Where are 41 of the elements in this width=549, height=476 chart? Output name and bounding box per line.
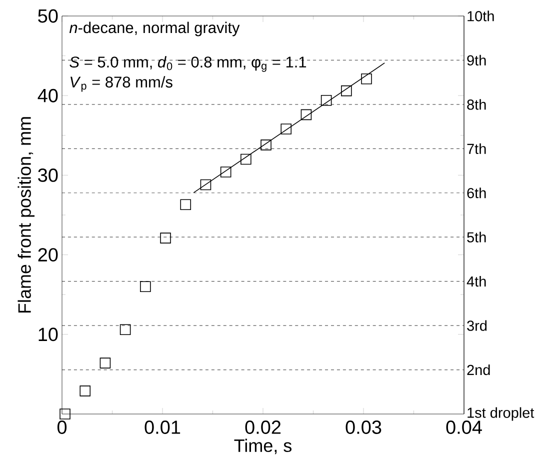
annotation: n-decane, normal gravity [69,22,240,36]
point [361,73,372,84]
y2-tick-label: 5th [467,232,486,242]
annotation: V$_{p}$ = 878 mm/s [70,76,172,92]
y2-tick-label: 9th [467,54,486,66]
y-tick-label: 50 [38,9,58,23]
x-tick-label: 0.02 [245,420,281,434]
y2-tick-label: 8th [467,99,486,110]
point [341,85,352,96]
y-tick-label: 10 [38,328,58,342]
point [300,109,312,120]
point [220,166,232,178]
x-tick-label: 0.03 [346,420,382,434]
point [200,179,212,190]
x-tick-label: 0.04 [446,420,482,434]
y2-tick-label: 7th [467,143,486,154]
x-tick-label: 0 [57,420,67,434]
y2-tick-label: 6th [467,188,486,198]
y2-tick-label: 1st droplet [468,407,534,421]
point [140,281,151,292]
x-axis-title: Time, s [234,438,292,454]
point [60,408,70,420]
y2-tick-label: 3rd [467,320,487,331]
y2-tick-label: 4th [466,276,486,287]
point [240,154,252,165]
y2-tick-label: 2nd [467,364,490,376]
x-tick-label: 0.01 [144,420,180,434]
point [280,124,292,134]
point [180,199,192,210]
point [320,94,332,106]
annotation: S = 5.0 mm, d$_{0}$ = 0.8 mm, φ$_{g}$ = 1.1 [70,56,306,72]
point [260,140,272,150]
y-tick-label: 20 [38,248,58,262]
point [120,324,131,336]
point [100,358,111,368]
y2-tick-label: 10th [468,10,494,22]
y-axis-title: Flame front position, mm [18,117,35,313]
point [80,386,91,396]
y-tick-label: 40 [38,88,58,102]
y-tick-label: 30 [38,168,58,182]
point [160,232,171,244]
